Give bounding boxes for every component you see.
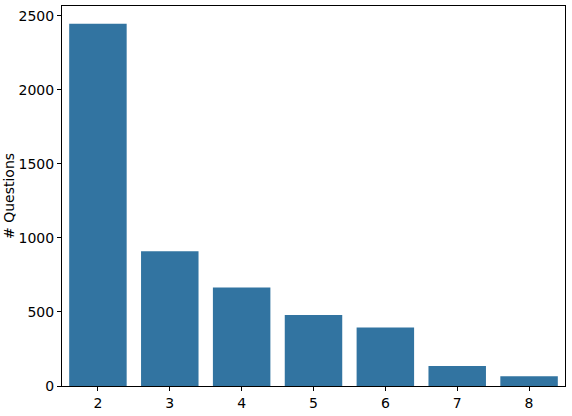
svg-text:6: 6 bbox=[381, 395, 390, 411]
svg-text:3: 3 bbox=[165, 395, 174, 411]
svg-text:4: 4 bbox=[237, 395, 246, 411]
svg-text:5: 5 bbox=[309, 395, 318, 411]
svg-text:1500: 1500 bbox=[19, 156, 55, 172]
svg-text:0: 0 bbox=[45, 378, 54, 394]
svg-text:2000: 2000 bbox=[19, 82, 55, 98]
svg-text:8: 8 bbox=[525, 395, 534, 411]
svg-text:500: 500 bbox=[27, 304, 54, 320]
svg-text:2500: 2500 bbox=[19, 8, 55, 24]
svg-text:2: 2 bbox=[93, 395, 102, 411]
svg-text:# Questions: # Questions bbox=[1, 153, 17, 239]
svg-text:1000: 1000 bbox=[19, 230, 55, 246]
svg-text:7: 7 bbox=[453, 395, 462, 411]
